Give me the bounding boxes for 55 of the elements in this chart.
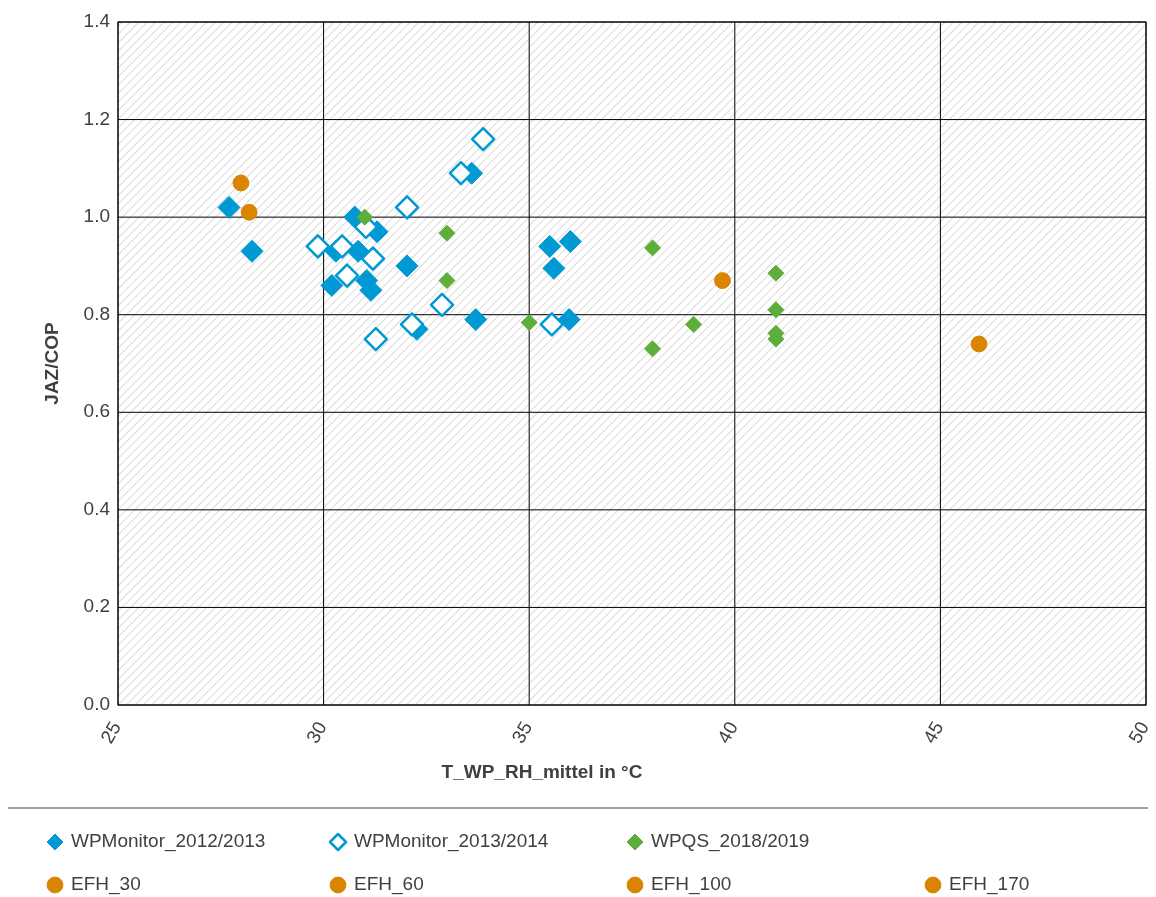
point [438, 272, 456, 290]
legend-label: EFH_100 [651, 873, 732, 896]
y-axis-title: JAZ/COP [41, 322, 62, 405]
legend-label: EFH_30 [71, 873, 141, 896]
point [232, 174, 250, 192]
y-tick-label: 1.4 [83, 10, 111, 32]
point [240, 239, 264, 263]
y-tick-label: 0.6 [83, 400, 110, 422]
y-tick-label: 1.2 [83, 107, 110, 129]
point [538, 234, 562, 258]
point [714, 272, 731, 289]
point [448, 160, 474, 186]
legend-label: WPMonitor_2013/2014 [354, 830, 549, 853]
point [360, 246, 386, 271]
point [334, 263, 360, 288]
point [240, 203, 258, 221]
legend-label: WPMonitor_2012/2013 [71, 830, 266, 853]
point [394, 195, 420, 220]
point [557, 308, 581, 332]
point [767, 264, 785, 282]
point [558, 230, 582, 254]
point [767, 301, 785, 319]
point [320, 273, 344, 297]
x-axis-title: T_WP_RH_mittel in °C [441, 761, 643, 782]
point [329, 234, 355, 259]
y-tick-label: 0.4 [83, 497, 111, 519]
point [217, 195, 241, 219]
point [470, 126, 496, 152]
legend-label: EFH_170 [949, 873, 1030, 896]
point [429, 292, 455, 318]
point [464, 308, 488, 332]
point [539, 312, 565, 337]
y-tick-label: 1.0 [83, 205, 110, 227]
x-tick-label: 45 [918, 717, 948, 747]
y-tick-label: 0.0 [83, 693, 110, 715]
point [356, 208, 374, 226]
x-tick-label: 30 [301, 717, 331, 747]
point [542, 256, 566, 280]
legend-label: EFH_60 [354, 873, 424, 896]
x-tick-label: 40 [713, 717, 742, 747]
x-tick-label: 35 [507, 717, 537, 747]
point [685, 315, 703, 333]
point [395, 254, 419, 278]
point [520, 314, 538, 332]
point [438, 224, 456, 242]
point [644, 239, 662, 257]
point [644, 340, 662, 358]
point [399, 312, 425, 337]
point [363, 326, 389, 352]
legend-label: WPQS_2018/2019 [651, 830, 810, 853]
x-tick-label: 25 [96, 717, 126, 747]
y-tick-label: 0.8 [83, 302, 110, 324]
point [305, 234, 331, 259]
point [970, 335, 988, 353]
y-tick-label: 0.2 [83, 595, 110, 617]
